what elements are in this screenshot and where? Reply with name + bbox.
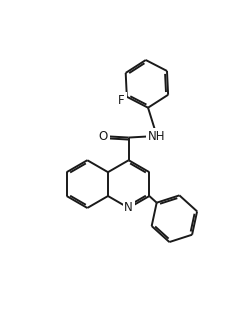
Text: O: O bbox=[99, 130, 108, 143]
Text: NH: NH bbox=[148, 130, 165, 143]
Text: N: N bbox=[124, 201, 133, 215]
Text: F: F bbox=[118, 94, 125, 107]
